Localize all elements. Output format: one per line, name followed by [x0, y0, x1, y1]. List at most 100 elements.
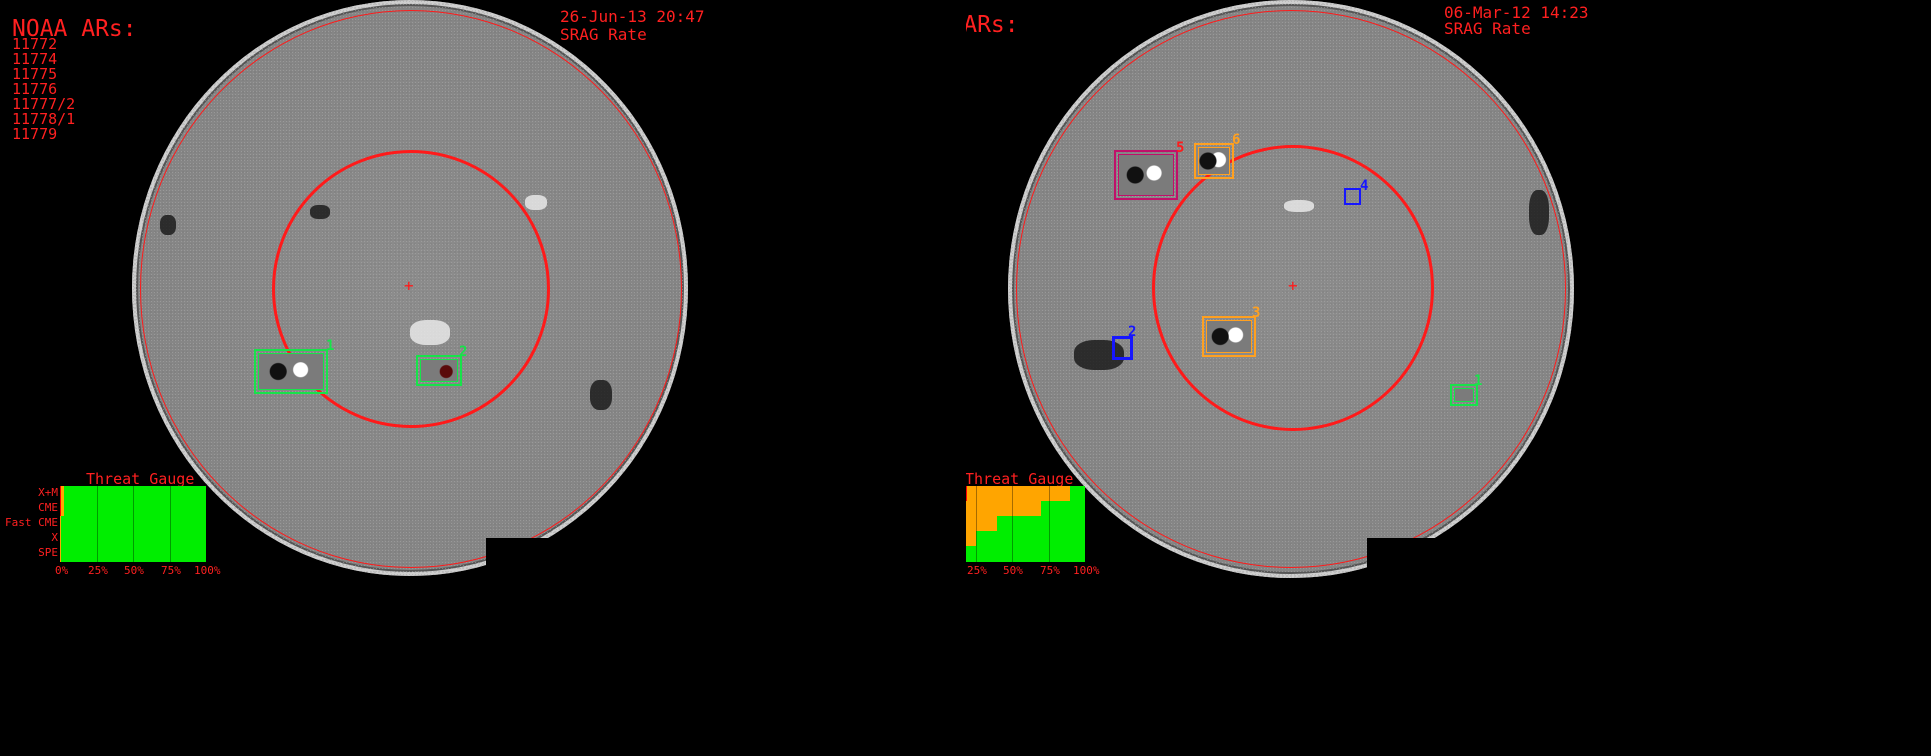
gauge-gridline: [1012, 486, 1013, 502]
gauge-row-label: X+M: [38, 486, 58, 499]
disk-center-marker: +: [404, 276, 414, 295]
gauge-segment-orange: [60, 531, 62, 547]
region-label-2: 2: [1128, 324, 1137, 340]
gauge-bar: [966, 546, 1085, 562]
gauge-gridline: [1048, 516, 1050, 532]
region-label-5: 5: [1176, 140, 1185, 156]
gauge-segment-orange: [966, 501, 1042, 517]
threat-gauge-title: Threat Gauge: [966, 470, 1074, 488]
magnetic-feature: [1074, 340, 1124, 370]
gauge-segment-orange: [61, 486, 65, 502]
gauge-gridline: [96, 531, 98, 547]
gauge-gridline: [975, 516, 977, 532]
active-region-box-6[interactable]: [1194, 143, 1234, 179]
gauge-gridline: [133, 531, 134, 547]
gauge-gridline: [1048, 546, 1050, 562]
active-region-box-5[interactable]: [1114, 150, 1178, 200]
gauge-segment-red: [60, 501, 62, 517]
noaa-ars-title: NOAA ARs:: [966, 12, 1019, 38]
gauge-gridline: [169, 516, 171, 532]
magnetic-feature: [1284, 200, 1314, 212]
gauge-gridline: [96, 501, 98, 517]
gauge-tick: 75%: [1040, 564, 1060, 577]
ar-list-item: 11778/1: [12, 110, 76, 128]
gauge-tick: 75%: [161, 564, 181, 577]
solar-limb-circle: [1016, 10, 1566, 568]
gauge-tick: 25%: [967, 564, 987, 577]
gauge-segment-orange: [61, 501, 65, 517]
active-region-box-3[interactable]: [1202, 316, 1256, 357]
ar-list-item: 11775: [12, 65, 58, 83]
magnetic-feature: [590, 380, 612, 410]
gauge-gridline: [169, 531, 171, 547]
gauge-tick: 100%: [194, 564, 221, 577]
central-region-circle: [272, 150, 550, 428]
gauge-row-label: CME: [38, 501, 58, 514]
region-label-1: 1: [1474, 373, 1483, 389]
region-label-6: 6: [1232, 132, 1241, 148]
gauge-row-label: SPE: [38, 546, 58, 559]
gauge-segment-orange: [966, 516, 998, 532]
active-region-box-2[interactable]: [1112, 336, 1133, 360]
gauge-bar: [966, 516, 1085, 532]
region-label-2: 2: [459, 344, 468, 360]
gauge-tick: 50%: [1003, 564, 1023, 577]
gauge-gridline: [975, 546, 977, 562]
srag-rate-label: SRAG Rate: [560, 25, 647, 44]
gauge-gridline: [975, 486, 977, 502]
disk-center-marker: +: [1288, 276, 1298, 295]
observation-date: 06-Mar-12 14:23: [1444, 3, 1589, 22]
mask-block: [1367, 538, 1931, 756]
gauge-gridline: [169, 501, 171, 517]
mask-block: [486, 538, 965, 756]
gauge-gridline: [96, 546, 98, 562]
magnetic-feature: [410, 320, 450, 345]
magnetic-feature: [310, 205, 330, 219]
gauge-gridline: [1048, 531, 1050, 547]
gauge-segment-red: [60, 486, 62, 502]
gauge-bar: [966, 531, 1085, 547]
magnetic-feature: [525, 195, 547, 210]
gauge-segment-red: [966, 486, 967, 502]
threat-gauge: Threat Gauge X+M CME Fast CME X SPE 0% 2…: [966, 470, 1139, 580]
gauge-gridline: [133, 501, 134, 517]
gauge-gridline: [1012, 546, 1013, 562]
gauge-gridline: [1048, 486, 1050, 502]
ar-list: 11772 11774 11775 11776 11777/2 11778/1 …: [12, 37, 75, 142]
active-region-box-2[interactable]: [416, 355, 462, 386]
gauge-gridline: [975, 531, 977, 547]
gauge-tick: 100%: [1073, 564, 1100, 577]
gauge-row-label: X: [51, 531, 58, 544]
active-region-box-4[interactable]: [1344, 188, 1361, 205]
noaa-ars-title: NOAA ARs:: [12, 16, 137, 42]
gauge-gridline: [975, 501, 977, 517]
gauge-gridline: [96, 486, 98, 502]
ar-list-item: 11779: [12, 125, 58, 143]
gauge-gridline: [1012, 516, 1013, 532]
ar-list-item: 11774: [12, 50, 58, 68]
gauge-gridline: [133, 546, 134, 562]
gauge-bar: [966, 501, 1085, 517]
srag-rate-label: SRAG Rate: [1444, 19, 1531, 38]
observation-date: 26-Jun-13 20:47: [560, 7, 705, 26]
gauge-segment-orange: [60, 546, 62, 562]
active-region-box-1[interactable]: [254, 349, 328, 394]
ar-list-item: 11776: [12, 80, 58, 98]
gauge-bar: [60, 531, 206, 547]
left-magnetogram-panel: + 1 2 NOAA ARs: 11772 11774 11775 11776 …: [0, 0, 965, 756]
region-label-4: 4: [1360, 178, 1369, 194]
gauge-gridline: [1012, 501, 1013, 517]
gauge-segment-orange: [966, 531, 976, 547]
active-region-box-1[interactable]: [1450, 384, 1478, 406]
gauge-gridline: [169, 486, 171, 502]
central-region-circle: [1152, 145, 1434, 431]
solar-limb-circle: [140, 10, 682, 568]
gauge-gridline: [133, 486, 134, 502]
gauge-segment-orange: [60, 516, 62, 532]
threat-gauge-title: Threat Gauge: [86, 470, 195, 488]
region-label-3: 3: [1252, 305, 1261, 321]
gauge-segment-orange: [966, 486, 1071, 502]
magnetic-feature: [160, 215, 176, 235]
gauge-gridline: [169, 546, 171, 562]
gauge-bar: [60, 546, 206, 562]
